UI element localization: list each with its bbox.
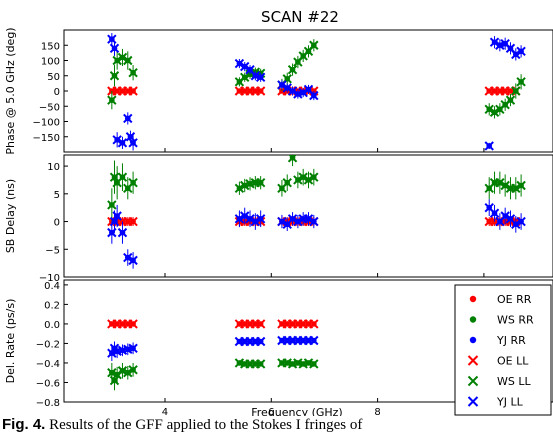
y-tick-label: 0.4 bbox=[44, 281, 60, 292]
data-point-x bbox=[484, 141, 494, 151]
data-point-x bbox=[287, 155, 298, 163]
x-tick-label: 8 bbox=[374, 407, 380, 416]
data-point-x bbox=[516, 216, 526, 227]
legend-label: YJ LL bbox=[496, 396, 524, 409]
data-point-x bbox=[128, 138, 138, 148]
data-point-x bbox=[495, 40, 505, 50]
data-point-x bbox=[128, 255, 138, 266]
panel-phase: 150 100 50 0 −50 −100 −150 Phase @ 5.0 GHz (deg… bbox=[4, 27, 553, 155]
data-point-x bbox=[128, 178, 138, 188]
y-tick-label: −150 bbox=[33, 133, 60, 144]
y-tick-label: 10 bbox=[47, 162, 60, 173]
y-tick-label: −0.8 bbox=[36, 398, 60, 409]
data-point-x bbox=[516, 77, 526, 87]
data-point-x bbox=[117, 172, 128, 182]
y-tick-label: 100 bbox=[41, 57, 60, 68]
y-axis-label: SB Delay (ns) bbox=[4, 179, 17, 253]
data-point-x bbox=[255, 72, 266, 82]
legend-label: WS LL bbox=[497, 375, 531, 388]
data-point-x bbox=[309, 216, 319, 227]
data-point-x bbox=[109, 43, 120, 54]
data-point-x bbox=[505, 95, 516, 105]
data-point-x bbox=[293, 89, 303, 99]
legend-label: YJ RR bbox=[496, 334, 526, 347]
data-point-x bbox=[255, 336, 266, 347]
y-axis-label: Phase @ 5.0 GHz (deg) bbox=[4, 27, 17, 154]
y-tick-label: −0.2 bbox=[36, 339, 60, 350]
y-tick-label: 0.0 bbox=[44, 320, 60, 331]
data-point-x bbox=[309, 335, 319, 346]
y-tick-label: −10 bbox=[39, 273, 60, 284]
legend-marker bbox=[467, 375, 479, 387]
data-point-x bbox=[309, 90, 319, 101]
caption-text: Results of the GFF applied to the Stokes… bbox=[49, 417, 363, 433]
legend-marker bbox=[469, 295, 477, 303]
data-point-x bbox=[128, 67, 138, 78]
data-point-x bbox=[516, 180, 526, 191]
panel-data bbox=[107, 33, 526, 151]
y-tick-label: 0 bbox=[54, 218, 60, 229]
data-point-x bbox=[117, 138, 128, 148]
legend-label: WS RR bbox=[497, 314, 534, 327]
legend-marker bbox=[469, 336, 477, 344]
series-YJ bbox=[107, 199, 526, 269]
data-point-x bbox=[123, 55, 133, 66]
y-tick-label: 150 bbox=[41, 41, 60, 52]
data-point-x bbox=[282, 178, 292, 188]
y-tick-label: −0.6 bbox=[36, 378, 60, 389]
legend-marker bbox=[469, 316, 477, 323]
series-YJ bbox=[107, 33, 526, 151]
y-tick-label: 0.2 bbox=[44, 300, 60, 311]
data-point-x bbox=[489, 208, 500, 218]
legend-label: OE RR bbox=[497, 293, 532, 306]
y-tick-label: 5 bbox=[54, 190, 60, 201]
y-tick-label: −0.4 bbox=[36, 359, 60, 370]
legend-marker bbox=[467, 355, 479, 366]
data-point-x bbox=[255, 359, 266, 369]
y-tick-label: −5 bbox=[45, 245, 60, 256]
data-point-x bbox=[123, 113, 133, 124]
caption-label: Fig. 4. bbox=[2, 416, 46, 433]
data-point-x bbox=[309, 359, 319, 369]
figure-caption: Fig. 4. Results of the GFF applied to th… bbox=[2, 416, 551, 438]
chart-title: SCAN #22 bbox=[261, 8, 339, 26]
data-point-x bbox=[128, 216, 138, 227]
data-point-x bbox=[240, 180, 250, 191]
data-point-x bbox=[250, 71, 261, 81]
panel-data bbox=[107, 155, 526, 269]
y-tick-label: −100 bbox=[33, 118, 60, 129]
legend-box bbox=[454, 284, 552, 416]
legend-label: OE LL bbox=[497, 355, 529, 368]
data-point-x bbox=[255, 214, 266, 224]
data-point-x bbox=[128, 319, 138, 329]
y-tick-label: 50 bbox=[47, 72, 60, 83]
data-point-x bbox=[112, 211, 122, 221]
y-tick-label: −50 bbox=[39, 102, 60, 113]
data-point-x bbox=[516, 46, 526, 57]
data-point-x bbox=[128, 86, 138, 96]
legend-marker bbox=[467, 396, 479, 407]
data-point-x bbox=[309, 319, 319, 329]
data-point-x bbox=[107, 200, 117, 210]
x-tick-label: 4 bbox=[162, 407, 168, 416]
series-WS bbox=[107, 155, 526, 222]
data-point-x bbox=[128, 343, 138, 354]
panel-sbdelay: 10 5 0 −5 −10 SB Delay (ns) bbox=[4, 154, 553, 284]
data-point-x bbox=[109, 71, 120, 81]
data-point-x bbox=[255, 319, 266, 329]
y-tick-label: 0 bbox=[54, 87, 60, 98]
x-tick-label: 6 bbox=[268, 407, 274, 416]
data-point-x bbox=[117, 227, 128, 238]
data-point-x bbox=[128, 365, 138, 375]
data-point-x bbox=[255, 86, 266, 96]
data-point-x bbox=[309, 40, 319, 50]
data-point-x bbox=[255, 178, 266, 188]
data-point-x bbox=[511, 86, 521, 96]
data-point-x bbox=[287, 64, 298, 75]
x-axis-label: Frequency (GHz) bbox=[251, 406, 342, 416]
y-axis-label: Del. Rate (ps/s) bbox=[4, 299, 17, 384]
data-point-x bbox=[107, 95, 117, 105]
data-point-x bbox=[309, 172, 319, 182]
